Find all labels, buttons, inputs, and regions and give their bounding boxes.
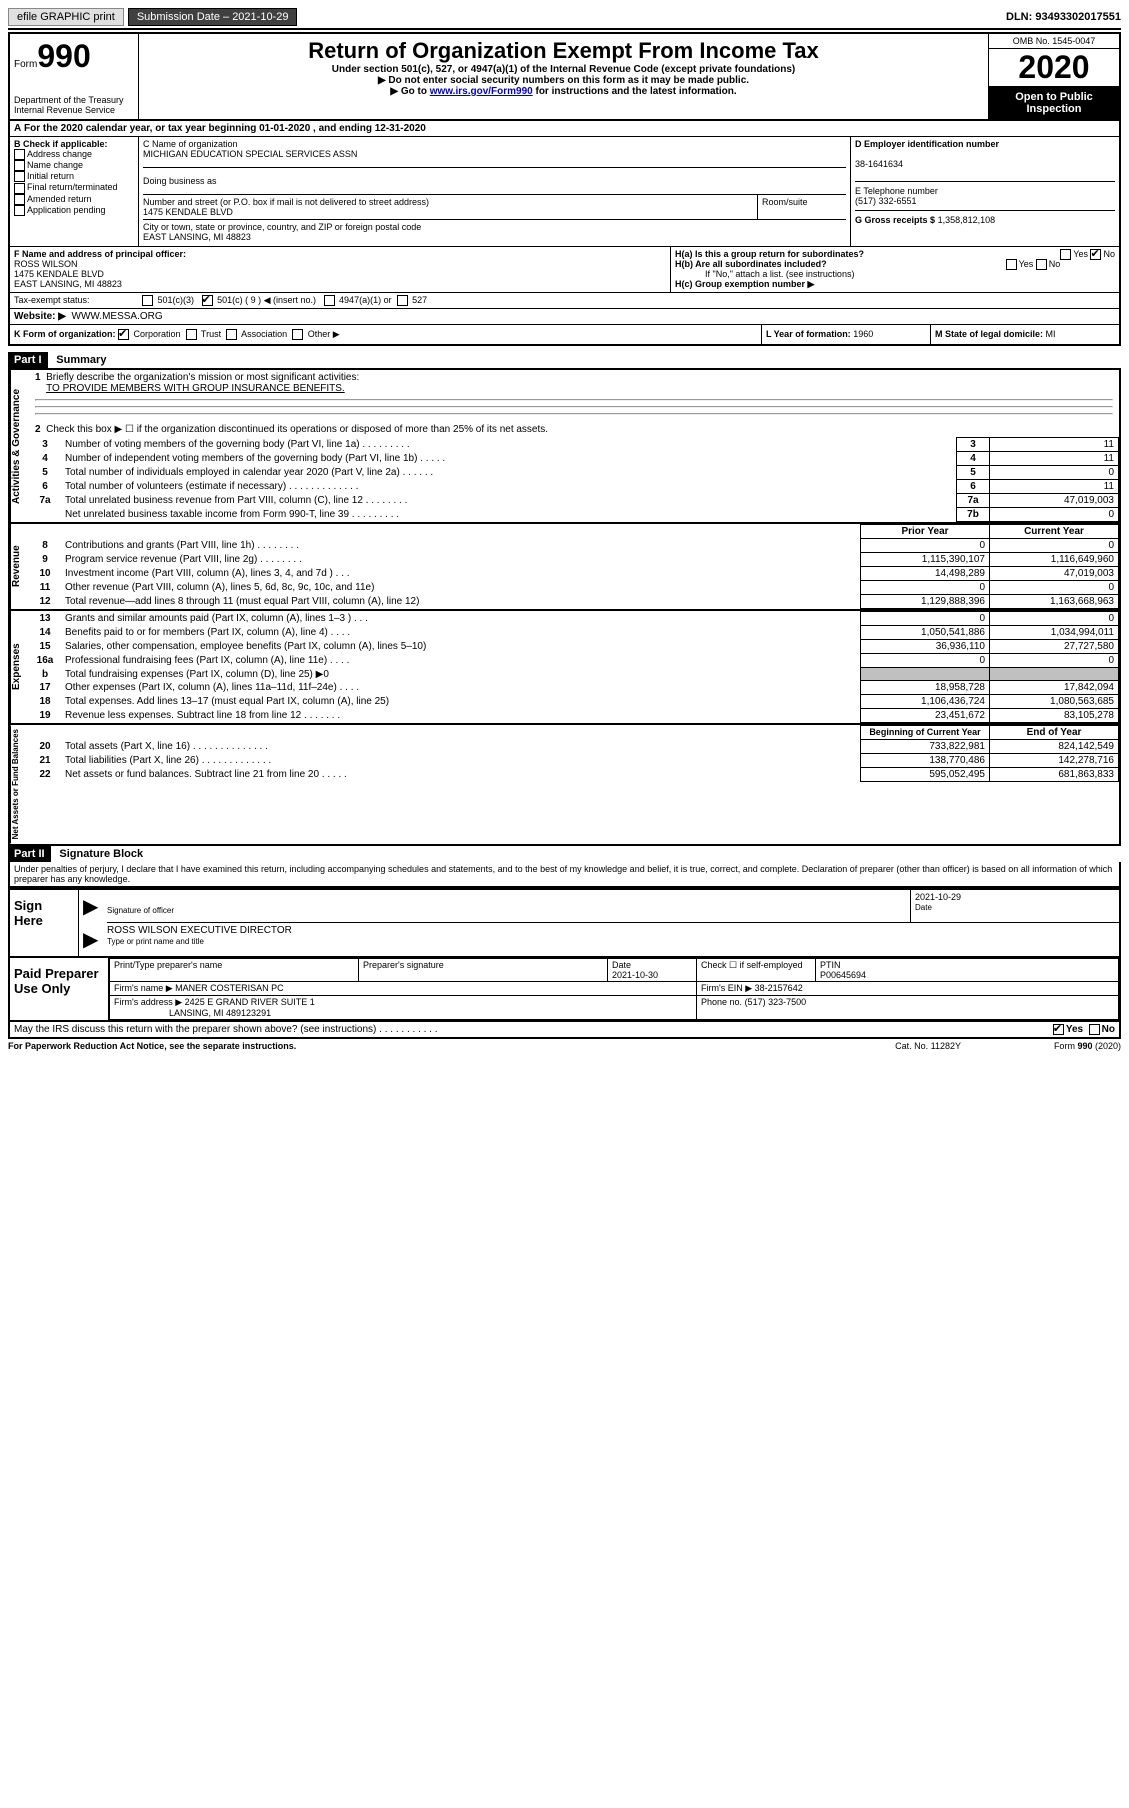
- form-title: Return of Organization Exempt From Incom…: [143, 38, 984, 64]
- activities-governance-table: 3Number of voting members of the governi…: [29, 437, 1119, 522]
- year-formation: 1960: [853, 329, 873, 339]
- org-city: EAST LANSING, MI 48823: [143, 232, 251, 242]
- side-revenue: Revenue: [10, 524, 29, 609]
- corp-checkbox[interactable]: [118, 329, 129, 340]
- name-change-checkbox[interactable]: [14, 160, 25, 171]
- 501c-checkbox[interactable]: [202, 295, 213, 306]
- cat-no: Cat. No. 11282Y: [895, 1041, 961, 1051]
- revenue-table: Prior YearCurrent Year8Contributions and…: [29, 524, 1119, 609]
- sign-here-block: Sign Here ▶ Signature of officer 2021-10…: [8, 888, 1121, 958]
- open-public-1: Open to Public: [1015, 91, 1093, 103]
- part2-header: Part II: [8, 846, 51, 862]
- ha-no-checkbox[interactable]: [1090, 249, 1101, 260]
- website-value: WWW.MESSA.ORG: [72, 311, 163, 322]
- omb-number: OMB No. 1545-0047: [989, 34, 1119, 49]
- ein-value: 38-1641634: [855, 159, 903, 169]
- tax-year: 2020: [989, 49, 1119, 87]
- paperwork-notice: For Paperwork Reduction Act Notice, see …: [8, 1041, 895, 1051]
- org-address: 1475 KENDALE BLVD: [143, 207, 233, 217]
- mission-text: TO PROVIDE MEMBERS WITH GROUP INSURANCE …: [46, 383, 345, 394]
- perjury-declaration: Under penalties of perjury, I declare th…: [8, 862, 1121, 888]
- firm-ein: 38-2157642: [755, 983, 803, 993]
- box-h: H(a) Is this a group return for subordin…: [670, 247, 1119, 292]
- part1-header: Part I: [8, 352, 48, 368]
- net-assets-table: Beginning of Current YearEnd of Year20To…: [29, 725, 1119, 782]
- form-footer: Form 990 (2020): [961, 1041, 1121, 1051]
- sig-date: 2021-10-29: [915, 892, 961, 902]
- side-net-assets: Net Assets or Fund Balances: [10, 725, 29, 843]
- side-expenses: Expenses: [10, 611, 29, 723]
- efile-button[interactable]: efile GRAPHIC print: [8, 8, 124, 26]
- trust-checkbox[interactable]: [186, 329, 197, 340]
- final-return-checkbox[interactable]: [14, 183, 25, 194]
- form-number: 990: [37, 38, 90, 74]
- ptin-value: P00645694: [820, 970, 866, 980]
- other-checkbox[interactable]: [292, 329, 303, 340]
- discuss-yes-checkbox[interactable]: [1053, 1024, 1064, 1035]
- form-subtitle-1: Under section 501(c), 527, or 4947(a)(1)…: [143, 64, 984, 75]
- address-change-checkbox[interactable]: [14, 149, 25, 160]
- discuss-no-checkbox[interactable]: [1089, 1024, 1100, 1035]
- firm-phone: (517) 323-7500: [745, 997, 807, 1007]
- irs-label: Internal Revenue Service: [14, 105, 134, 115]
- open-public-2: Inspection: [1026, 103, 1081, 115]
- hb-yes-checkbox[interactable]: [1006, 259, 1017, 270]
- org-name: MICHIGAN EDUCATION SPECIAL SERVICES ASSN: [143, 149, 357, 159]
- initial-return-checkbox[interactable]: [14, 171, 25, 182]
- goto-suffix: for instructions and the latest informat…: [533, 86, 737, 97]
- paid-preparer-block: Paid Preparer Use Only Print/Type prepar…: [8, 958, 1121, 1022]
- application-pending-checkbox[interactable]: [14, 205, 25, 216]
- form-label: Form: [14, 59, 37, 70]
- firm-addr2: LANSING, MI 489123291: [169, 1008, 271, 1018]
- website-label: Website: ▶: [14, 311, 66, 322]
- gross-receipts: 1,358,812,108: [938, 215, 996, 225]
- 527-checkbox[interactable]: [397, 295, 408, 306]
- 4947-checkbox[interactable]: [324, 295, 335, 306]
- part2-title: Signature Block: [53, 848, 143, 860]
- box-d-e-g: D Employer identification number 38-1641…: [850, 137, 1119, 246]
- dln-label: DLN: 93493302017551: [1006, 11, 1121, 23]
- prep-date: 2021-10-30: [612, 970, 658, 980]
- tax-exempt-label: Tax-exempt status:: [10, 293, 138, 308]
- top-bar: efile GRAPHIC print Submission Date – 20…: [8, 8, 1121, 30]
- state-domicile: MI: [1046, 329, 1056, 339]
- firm-name: MANER COSTERISAN PC: [175, 983, 284, 993]
- officer-name-title: ROSS WILSON EXECUTIVE DIRECTOR: [107, 925, 292, 936]
- form-subtitle-2: ▶ Do not enter social security numbers o…: [143, 75, 984, 86]
- expenses-table: 13Grants and similar amounts paid (Part …: [29, 611, 1119, 723]
- assoc-checkbox[interactable]: [226, 329, 237, 340]
- form-header: Form990 Department of the Treasury Inter…: [8, 32, 1121, 121]
- discuss-question: May the IRS discuss this return with the…: [14, 1024, 1053, 1035]
- form990-link[interactable]: www.irs.gov/Form990: [430, 86, 533, 97]
- box-c: C Name of organization MICHIGAN EDUCATIO…: [139, 137, 850, 246]
- ha-yes-checkbox[interactable]: [1060, 249, 1071, 260]
- phone-value: (517) 332-6551: [855, 196, 917, 206]
- dept-label: Department of the Treasury: [14, 95, 134, 105]
- side-activities-governance: Activities & Governance: [10, 370, 29, 522]
- part1-title: Summary: [50, 354, 106, 366]
- submission-date-button[interactable]: Submission Date – 2021-10-29: [128, 8, 298, 26]
- hb-no-checkbox[interactable]: [1036, 259, 1047, 270]
- line-a: A For the 2020 calendar year, or tax yea…: [8, 121, 1121, 137]
- box-b: B Check if applicable: Address change Na…: [10, 137, 139, 246]
- goto-prefix: ▶ Go to: [390, 86, 429, 97]
- amended-return-checkbox[interactable]: [14, 194, 25, 205]
- firm-addr1: 2425 E GRAND RIVER SUITE 1: [185, 997, 315, 1007]
- 501c3-checkbox[interactable]: [142, 295, 153, 306]
- box-f: F Name and address of principal officer:…: [10, 247, 670, 292]
